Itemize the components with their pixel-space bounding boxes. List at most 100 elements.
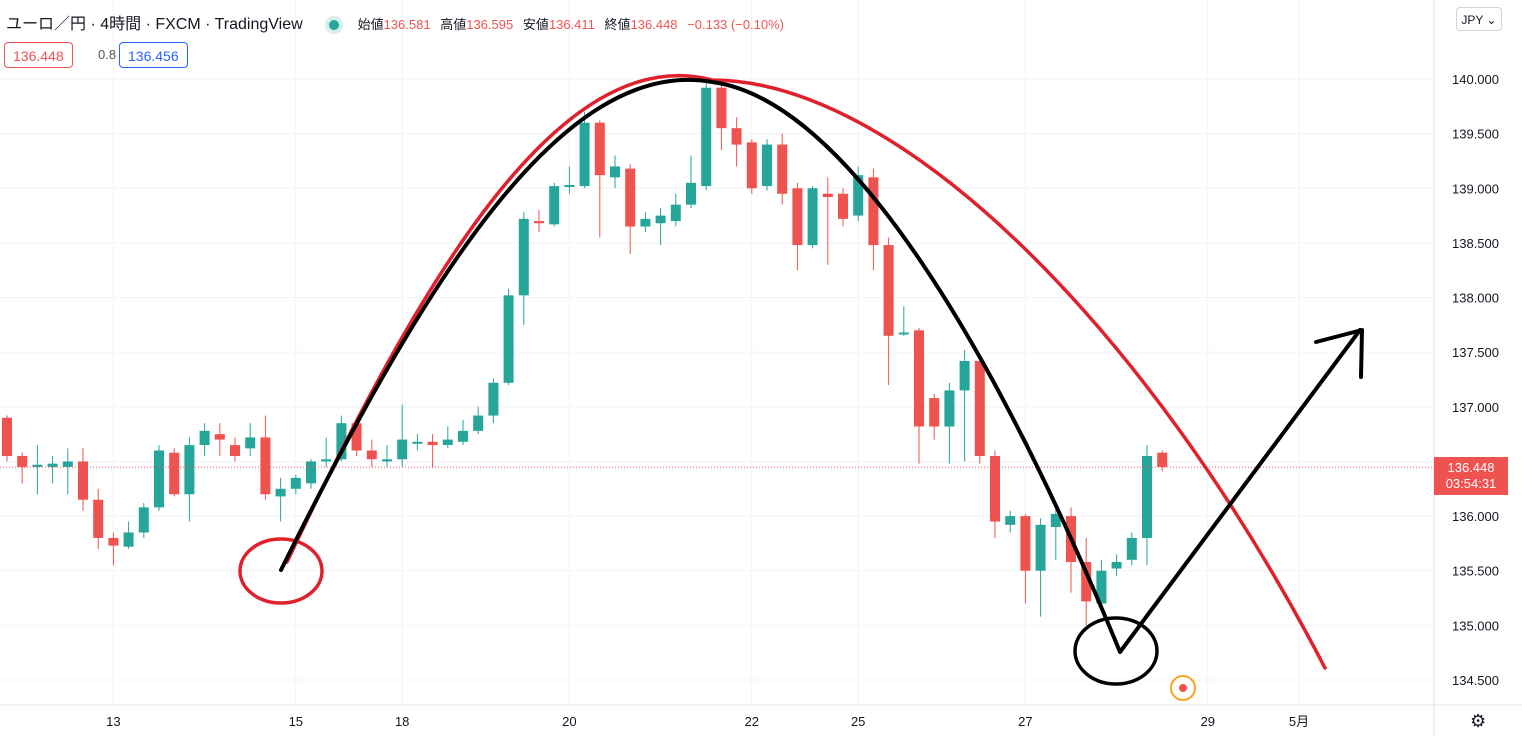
candle-body-63 xyxy=(959,360,970,391)
candle-body-48 xyxy=(731,128,742,145)
candle-body-74 xyxy=(1126,537,1137,560)
last-price-tag: 136.448 03:54:31 xyxy=(1434,457,1508,495)
candle-body-14 xyxy=(214,434,225,440)
candle-body-28 xyxy=(427,441,438,446)
candle-body-64 xyxy=(974,360,985,456)
y-tick-label: 138.000 xyxy=(1452,291,1499,306)
candle-body-22 xyxy=(336,423,347,460)
y-tick-label: 137.000 xyxy=(1452,400,1499,415)
y-tick-label: 136.000 xyxy=(1452,509,1499,524)
y-tick-label: 134.500 xyxy=(1452,673,1499,688)
candle-body-7 xyxy=(108,537,119,546)
bar-countdown: 03:54:31 xyxy=(1445,476,1497,491)
chevron-down-icon: ⌄ xyxy=(1486,13,1497,27)
y-tick-label: 140.000 xyxy=(1452,72,1499,87)
market-status-icon xyxy=(329,19,340,30)
candle-body-51 xyxy=(777,144,788,194)
candle-body-66 xyxy=(1005,516,1016,525)
candle-body-52 xyxy=(792,188,803,246)
candle-body-47 xyxy=(716,87,727,129)
candle-body-33 xyxy=(503,295,514,383)
candle-body-71 xyxy=(1081,561,1092,602)
candle-body-1 xyxy=(17,455,28,467)
candle-body-54 xyxy=(822,193,833,198)
chart-header: ユーロ／円 · 4時間 · FXCM · TradingView 始値136.5… xyxy=(6,10,790,34)
arrow-head-drawing xyxy=(1314,328,1364,379)
candle-body-38 xyxy=(579,122,590,187)
y-tick-label: 138.500 xyxy=(1452,236,1499,251)
candle-body-30 xyxy=(458,430,468,442)
candle-body-27 xyxy=(412,441,423,444)
candle-body-34 xyxy=(518,218,529,296)
candle-body-59 xyxy=(898,332,909,335)
candle-body-29 xyxy=(442,439,453,446)
y-tick-label: 137.500 xyxy=(1452,345,1499,360)
x-tick-label: 25 xyxy=(851,714,865,729)
open-value: 136.581 xyxy=(383,17,431,32)
y-tick-label: 139.500 xyxy=(1452,127,1499,142)
candle-body-21 xyxy=(321,459,332,462)
candle-body-43 xyxy=(655,215,666,224)
candle-body-5 xyxy=(78,461,88,500)
candle-body-20 xyxy=(306,461,316,484)
candle-body-67 xyxy=(1020,516,1031,571)
candle-body-15 xyxy=(230,445,240,456)
candle-body-2 xyxy=(32,464,43,467)
close-value: 136.448 xyxy=(630,17,678,32)
currency-button[interactable]: JPY ⌄ xyxy=(1456,7,1502,31)
y-tick-label: 135.000 xyxy=(1452,618,1499,633)
x-tick-label: 22 xyxy=(745,714,759,729)
x-tick-label: 18 xyxy=(395,714,409,729)
sell-price-button[interactable]: 136.448 xyxy=(4,42,73,68)
candle-body-42 xyxy=(640,218,651,227)
red-arc-drawing xyxy=(285,73,1327,670)
candle-body-37 xyxy=(564,184,575,187)
candle-body-58 xyxy=(883,245,894,336)
x-tick-label: 13 xyxy=(106,714,120,729)
candle-body-8 xyxy=(123,532,134,547)
candle-body-68 xyxy=(1035,524,1046,571)
candle-body-69 xyxy=(1050,513,1061,528)
candle-body-41 xyxy=(625,168,636,227)
candle-body-75 xyxy=(1142,455,1152,538)
candle-body-31 xyxy=(473,415,484,431)
candle-body-73 xyxy=(1111,561,1122,569)
candle-body-23 xyxy=(351,423,362,451)
candle-body-44 xyxy=(670,204,681,222)
close-label: 終値 xyxy=(604,17,631,32)
candle-body-50 xyxy=(762,144,772,187)
candle-body-39 xyxy=(594,122,605,176)
black-path-drawing xyxy=(279,78,1362,654)
ohlc-values: 始値136.581 高値136.595 安値136.411 終値136.448 … xyxy=(358,17,790,32)
candle-body-3 xyxy=(47,463,58,467)
candle-body-13 xyxy=(199,430,210,446)
x-tick-label: 20 xyxy=(562,714,576,729)
candle-body-9 xyxy=(138,507,149,533)
candle-body-4 xyxy=(62,461,73,467)
high-value: 136.595 xyxy=(466,17,514,32)
gear-icon[interactable]: ⚙ xyxy=(1470,711,1487,731)
candle-body-16 xyxy=(245,437,256,449)
buy-price-button[interactable]: 136.456 xyxy=(119,42,188,68)
candle-body-11 xyxy=(169,452,180,495)
spread-value: 0.8 xyxy=(98,47,117,62)
candle-body-53 xyxy=(807,188,818,246)
candle-body-45 xyxy=(686,182,696,205)
x-tick-label: 27 xyxy=(1018,714,1032,729)
candle-body-65 xyxy=(990,455,1000,522)
candle-body-12 xyxy=(184,445,195,495)
candle-body-57 xyxy=(868,177,879,246)
low-value: 136.411 xyxy=(548,17,595,32)
high-label: 高値 xyxy=(440,17,467,32)
candle-body-56 xyxy=(853,175,864,216)
candle-body-10 xyxy=(154,450,164,508)
candle-body-25 xyxy=(382,459,392,462)
x-tick-label: 29 xyxy=(1201,714,1215,729)
y-tick-label: 139.000 xyxy=(1452,181,1499,196)
event-marker-dot-icon xyxy=(1179,684,1187,692)
candle-body-24 xyxy=(366,450,377,460)
low-label: 安値 xyxy=(522,17,549,32)
symbol-title[interactable]: ユーロ／円 · 4時間 · FXCM · TradingView xyxy=(6,16,303,33)
candle-body-72 xyxy=(1096,570,1107,604)
